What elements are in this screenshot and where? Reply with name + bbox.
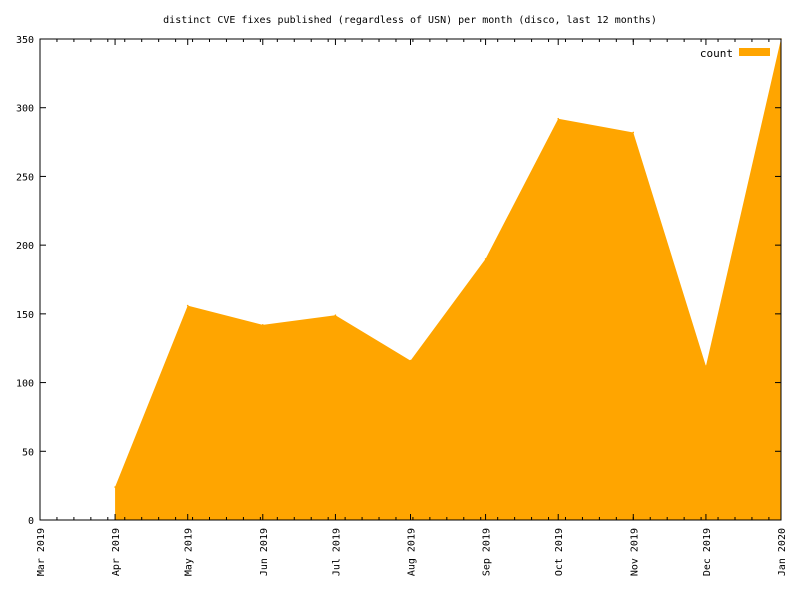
- x-tick-label: Dec 2019: [702, 528, 713, 576]
- data-point-count-4: [334, 314, 337, 317]
- x-tick-label: Jun 2019: [259, 528, 270, 576]
- y-tick-label: 350: [16, 35, 34, 46]
- data-point-count-6: [484, 258, 487, 260]
- plot-frame: [39, 38, 782, 521]
- x-tick-label: May 2019: [184, 528, 195, 576]
- data-point-count-9: [705, 365, 707, 367]
- legend-label-count: count: [700, 47, 733, 60]
- data-point-count-7: [557, 117, 560, 120]
- y-tick-label: 0: [28, 516, 34, 527]
- y-tick-label: 150: [16, 310, 34, 321]
- y-tick-label: 200: [16, 241, 34, 252]
- x-tick-label: Nov 2019: [629, 528, 640, 576]
- data-point-count-8: [632, 131, 635, 134]
- x-tick-label: Jan 2020: [777, 528, 788, 576]
- data-point-count-2: [186, 304, 189, 307]
- x-tick-label: Apr 2019: [111, 528, 122, 576]
- x-tick-label: Mar 2019: [36, 528, 47, 576]
- data-point-count-1: [114, 486, 116, 488]
- y-tick-label: 50: [22, 447, 34, 458]
- data-point-count-3: [261, 324, 264, 326]
- x-tick-label: Oct 2019: [554, 528, 565, 576]
- legend: count: [700, 47, 770, 60]
- x-tick-label: Aug 2019: [407, 528, 418, 576]
- chart-title: distinct CVE fixes published (regardless…: [163, 15, 657, 26]
- y-tick-label: 300: [16, 104, 34, 115]
- x-tick-label: Sep 2019: [482, 528, 493, 576]
- area-series-count: [115, 39, 781, 520]
- y-tick-label: 250: [16, 172, 34, 183]
- x-tick-label: Jul 2019: [331, 528, 342, 576]
- legend-swatch-count: [739, 48, 770, 56]
- data-point-count-5: [409, 359, 412, 362]
- y-tick-label: 100: [16, 379, 34, 390]
